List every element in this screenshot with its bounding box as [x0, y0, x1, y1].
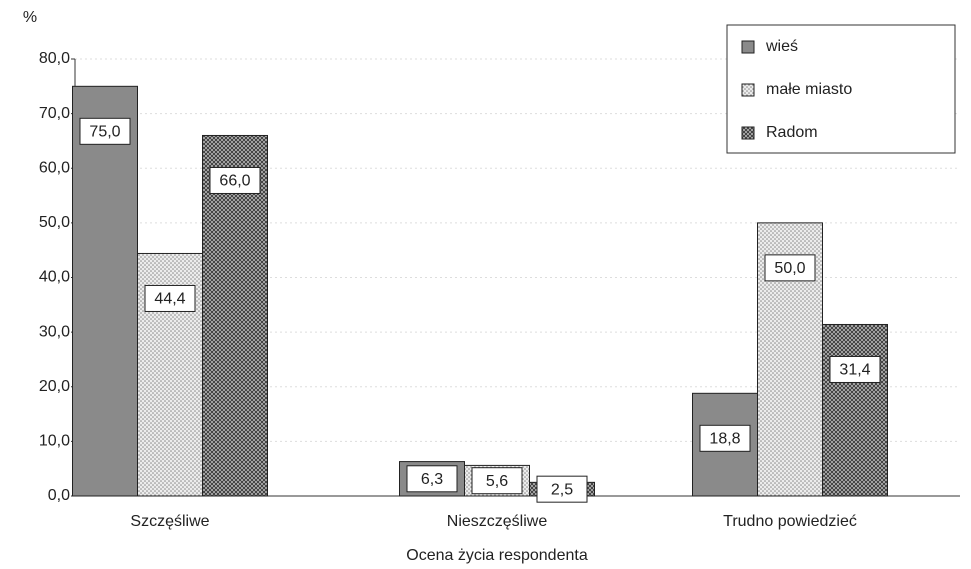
- legend-label: wieś: [765, 38, 798, 55]
- x-tick-label: Nieszczęśliwe: [447, 513, 548, 530]
- y-tick-label: 40,0: [39, 269, 70, 286]
- y-tick-label: 50,0: [39, 214, 70, 231]
- y-tick-label: 30,0: [39, 323, 70, 340]
- value-label-box: [406, 465, 458, 493]
- legend-swatch: [741, 40, 755, 54]
- y-tick-label: 70,0: [39, 105, 70, 122]
- value-label: 5,6: [486, 473, 508, 490]
- value-label: 2,5: [551, 481, 573, 498]
- value-label-box: [471, 467, 523, 495]
- legend-box: [726, 24, 956, 154]
- y-tick-label: 60,0: [39, 159, 70, 176]
- y-tick-label: 10,0: [39, 433, 70, 450]
- value-label: 66,0: [219, 173, 250, 190]
- x-axis-label: Ocena życia respondenta: [406, 547, 588, 564]
- y-tick-label: 80,0: [39, 50, 70, 67]
- y-axis-label: %: [23, 9, 37, 26]
- value-label-box: [764, 254, 816, 282]
- value-label-box: [536, 475, 588, 503]
- bar: [72, 85, 138, 497]
- value-label: 75,0: [89, 124, 120, 141]
- value-label: 6,3: [421, 471, 443, 488]
- value-label: 18,8: [709, 431, 740, 448]
- bar: [202, 134, 268, 497]
- x-tick-label: Szczęśliwe: [130, 513, 209, 530]
- bar: [822, 323, 888, 497]
- value-label-box: [699, 424, 751, 452]
- value-label: 44,4: [154, 291, 185, 308]
- value-label-box: [209, 166, 261, 194]
- legend-swatch: [741, 83, 755, 97]
- legend-swatch: [741, 126, 755, 140]
- y-tick-label: 0,0: [48, 487, 70, 504]
- value-label: 31,4: [839, 362, 870, 379]
- y-tick-label: 20,0: [39, 378, 70, 395]
- value-label-box: [79, 117, 131, 145]
- legend-label: małe miasto: [766, 81, 852, 98]
- legend-label: Radom: [766, 124, 818, 141]
- x-tick-label: Trudno powiedzieć: [723, 513, 857, 530]
- value-label-box: [144, 284, 196, 312]
- value-label-box: [829, 355, 881, 383]
- value-label: 50,0: [774, 260, 805, 277]
